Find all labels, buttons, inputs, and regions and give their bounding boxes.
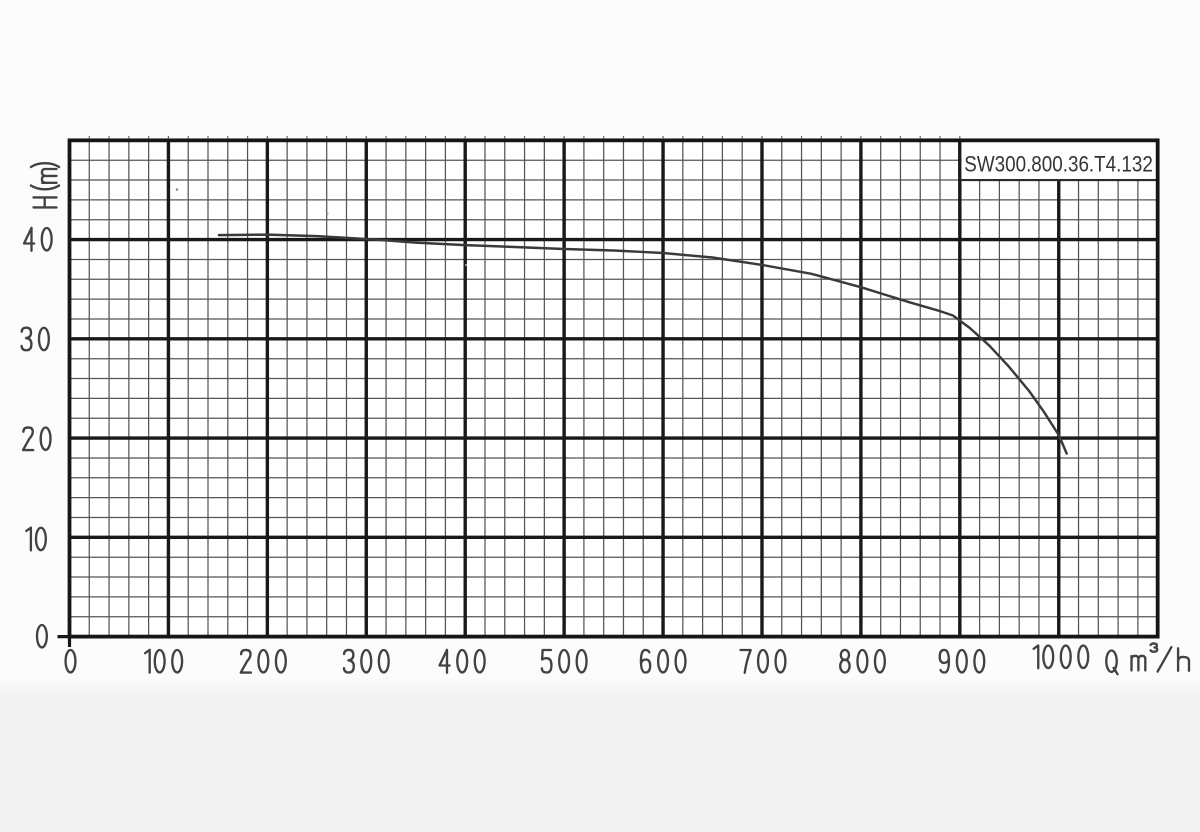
svg-text:SW300.800.36.T4.132: SW300.800.36.T4.132: [964, 152, 1153, 177]
